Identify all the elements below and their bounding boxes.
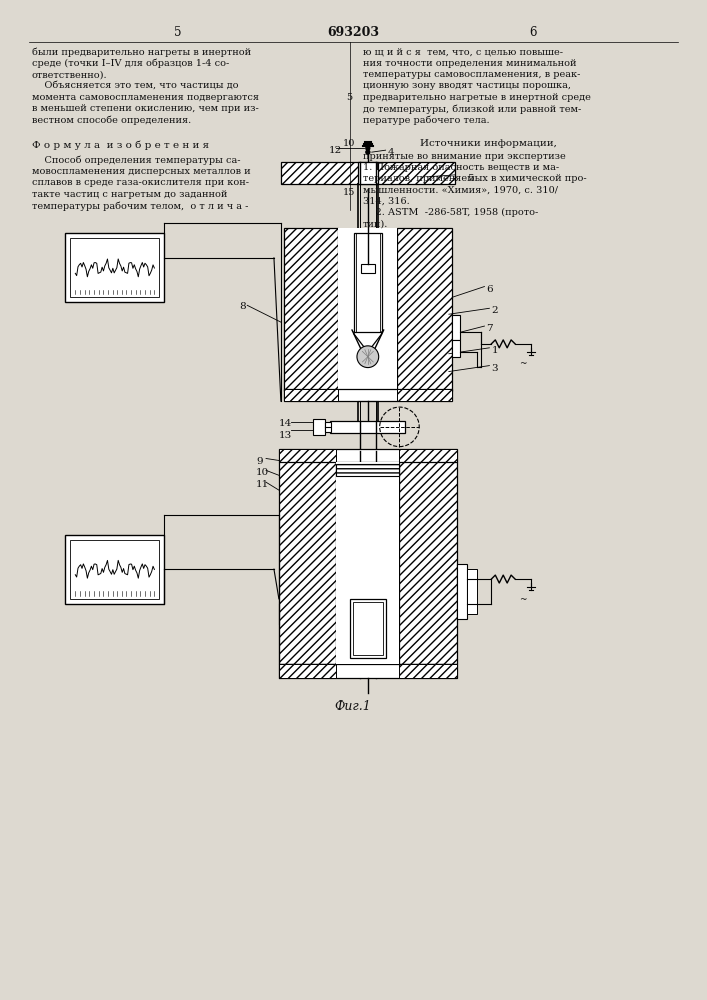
Bar — [397, 228, 452, 391]
Bar — [281, 162, 455, 184]
Text: 9: 9 — [256, 457, 263, 466]
Text: 2: 2 — [491, 306, 498, 315]
Bar — [353, 602, 382, 655]
Bar — [313, 419, 325, 435]
Text: мышленности. «Химия», 1970, с. 310/: мышленности. «Химия», 1970, с. 310/ — [363, 185, 558, 194]
Bar — [284, 389, 452, 401]
Bar — [279, 449, 457, 462]
Bar — [66, 535, 164, 604]
Text: 1. Пожарная опасность веществ и ма-: 1. Пожарная опасность веществ и ма- — [363, 163, 559, 172]
Text: 5: 5 — [175, 26, 182, 39]
Text: 6: 6 — [529, 26, 537, 39]
Text: до температуры, близкой или равной тем-: до температуры, близкой или равной тем- — [363, 104, 581, 114]
Text: ~: ~ — [519, 359, 527, 368]
Text: были предварительно нагреты в инертной: были предварительно нагреты в инертной — [32, 47, 251, 57]
Text: 1: 1 — [491, 346, 498, 355]
Bar — [325, 422, 332, 432]
Text: ю щ и й с я  тем, что, с целью повыше-: ю щ и й с я тем, что, с целью повыше- — [363, 47, 563, 56]
Text: 4: 4 — [387, 148, 395, 157]
Text: 11: 11 — [256, 480, 269, 489]
Circle shape — [357, 346, 379, 368]
Bar — [338, 228, 397, 391]
Text: мовоспламенения дисперсных металлов и: мовоспламенения дисперсных металлов и — [32, 167, 250, 176]
Text: Способ определения температуры са-: Способ определения температуры са- — [32, 156, 240, 165]
Text: предварительно нагретые в инертной среде: предварительно нагретые в инертной среде — [363, 93, 591, 102]
Text: температуры рабочим телом,  о т л и ч а -: температуры рабочим телом, о т л и ч а - — [32, 201, 248, 211]
Bar — [66, 233, 164, 302]
Text: ~: ~ — [519, 595, 527, 604]
Bar — [358, 162, 378, 184]
Circle shape — [366, 142, 370, 146]
Text: 13: 13 — [279, 431, 292, 440]
Text: сплавов в среде газа-окислителя при кон-: сплавов в среде газа-окислителя при кон- — [32, 178, 249, 187]
Bar — [452, 340, 460, 357]
Bar — [399, 462, 457, 664]
Bar — [350, 599, 385, 658]
Text: 14: 14 — [279, 419, 292, 428]
Text: 10: 10 — [343, 139, 355, 148]
Bar — [361, 264, 375, 273]
Bar — [337, 464, 399, 476]
Circle shape — [366, 146, 370, 150]
Text: Ф о р м у л а  и з о б р е т е н и я: Ф о р м у л а и з о б р е т е н и я — [32, 141, 209, 150]
Text: 12: 12 — [328, 146, 341, 155]
Text: 6: 6 — [486, 285, 493, 294]
Text: тип).: тип). — [363, 219, 388, 228]
Text: 314, 316.: 314, 316. — [363, 197, 409, 206]
Bar — [399, 664, 457, 678]
Bar — [354, 233, 382, 332]
Bar — [284, 389, 338, 401]
Text: вестном способе определения.: вестном способе определения. — [32, 116, 191, 125]
Bar — [71, 238, 159, 297]
Bar — [279, 664, 457, 678]
Bar — [279, 449, 337, 462]
Text: пературе рабочего тела.: пературе рабочего тела. — [363, 116, 489, 125]
Text: 693203: 693203 — [327, 26, 379, 39]
Bar — [279, 664, 337, 678]
Bar — [397, 389, 452, 401]
Text: 7: 7 — [486, 324, 493, 333]
Bar — [452, 315, 460, 340]
Bar — [467, 569, 477, 614]
Text: Объясняется это тем, что частицы до: Объясняется это тем, что частицы до — [32, 81, 238, 90]
Text: принятые во внимание при экспертизе: принятые во внимание при экспертизе — [363, 152, 566, 161]
Text: 15: 15 — [343, 188, 355, 197]
Text: температуры самовоспламенения, в реак-: температуры самовоспламенения, в реак- — [363, 70, 580, 79]
Text: момента самовоспламенения подвергаются: момента самовоспламенения подвергаются — [32, 93, 259, 102]
Bar — [330, 421, 405, 433]
Text: 5: 5 — [467, 174, 473, 183]
Text: 8: 8 — [240, 302, 246, 311]
Bar — [457, 564, 467, 619]
Text: в меньшей степени окислению, чем при из-: в меньшей степени окислению, чем при из- — [32, 104, 259, 113]
Text: ния точности определения минимальной: ния точности определения минимальной — [363, 59, 576, 68]
Text: териалов, применяемых в химической про-: териалов, применяемых в химической про- — [363, 174, 587, 183]
Text: 5: 5 — [346, 93, 352, 102]
Bar — [71, 540, 159, 599]
Text: ответственно).: ответственно). — [32, 70, 107, 79]
Bar — [279, 462, 337, 664]
Text: ционную зону вводят частицы порошка,: ционную зону вводят частицы порошка, — [363, 81, 571, 90]
Text: 2. ASTM  -286-58T, 1958 (прото-: 2. ASTM -286-58T, 1958 (прото- — [363, 208, 538, 217]
Bar — [337, 462, 399, 664]
Bar — [284, 228, 338, 391]
Text: 3: 3 — [491, 364, 498, 373]
Bar — [399, 449, 457, 462]
Circle shape — [366, 150, 370, 154]
Text: такте частиц с нагретым до заданной: такте частиц с нагретым до заданной — [32, 190, 227, 199]
Text: 10: 10 — [256, 468, 269, 477]
Text: Источники информации,: Источники информации, — [420, 139, 557, 148]
Text: среде (точки I–IV для образцов 1-4 со-: среде (точки I–IV для образцов 1-4 со- — [32, 59, 229, 68]
Text: Фиг.1: Фиг.1 — [334, 700, 371, 713]
